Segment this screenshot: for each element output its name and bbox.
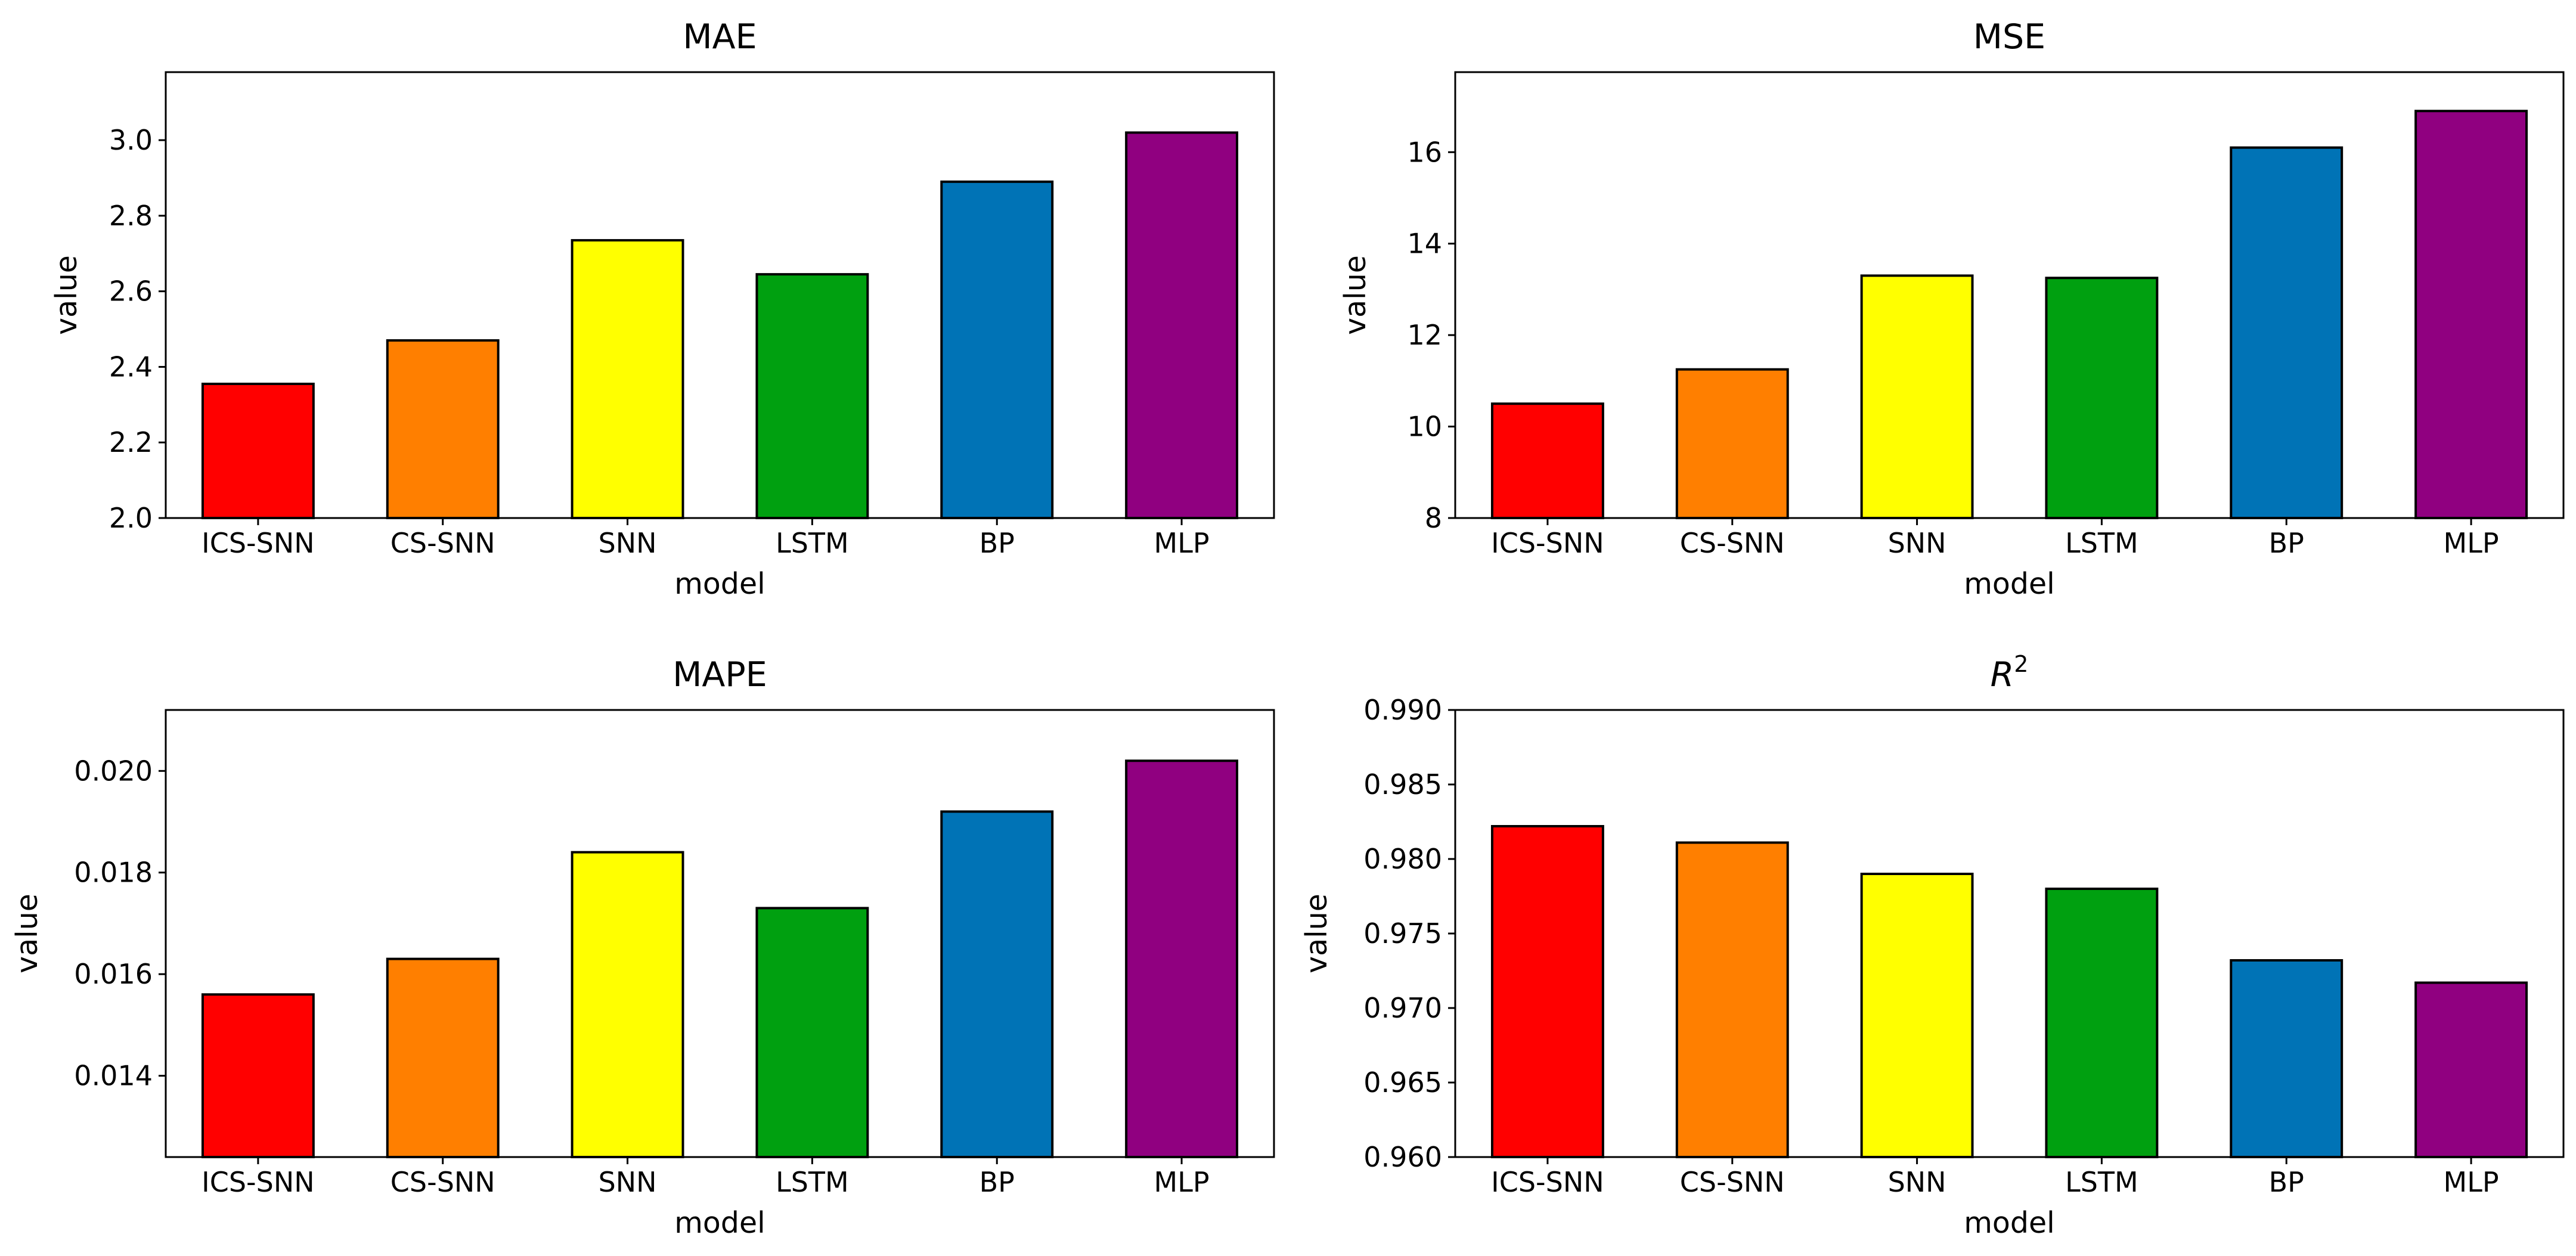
x-tick-label: BP <box>2269 527 2304 559</box>
y-axis-label: value <box>1300 894 1334 973</box>
bar-lstm <box>2045 277 2159 519</box>
bar-lstm <box>755 907 869 1158</box>
bar-snn <box>1860 873 1974 1158</box>
x-axis-label: model <box>1964 1206 2055 1240</box>
bar-mlp <box>1125 759 1239 1158</box>
x-tick-label: ICS-SNN <box>202 527 315 559</box>
y-tick-label: 14 <box>1407 228 1442 260</box>
chart-mape: ICS-SNN CS-SNN SNN LSTM BP MLP 0.014 0.016 0.018… <box>10 655 1275 1240</box>
y-tick-label: 8 <box>1425 502 1442 534</box>
bar-bp <box>2230 146 2343 520</box>
x-tick-label: BP <box>979 1166 1015 1198</box>
x-tick-label: MLP <box>1154 1166 1210 1198</box>
chart-title: MAE <box>683 17 757 57</box>
y-axis-label: value <box>1338 255 1372 335</box>
y-tick-label: 0.965 <box>1363 1066 1442 1099</box>
chart-mse: ICS-SNN CS-SNN SNN LSTM BP MLP 8 10 12 14 16 model v… <box>1338 17 2565 601</box>
bar-ics-snn <box>201 382 315 520</box>
y-tick-label: 0.970 <box>1363 992 1442 1024</box>
chart-title: MSE <box>1973 17 2045 57</box>
x-tick-label: CS-SNN <box>1680 1166 1785 1198</box>
x-tick-label: SNN <box>599 1166 657 1198</box>
bar-lstm <box>755 273 869 519</box>
y-tick-label: 0.990 <box>1363 694 1442 726</box>
chart-title: R2 <box>1991 651 2029 694</box>
bar-mlp <box>1125 131 1239 520</box>
bar-mlp <box>2414 110 2528 519</box>
x-tick-label: CS-SNN <box>1680 527 1785 559</box>
bar-bp <box>940 810 1054 1159</box>
y-tick-label: 0.016 <box>74 958 153 990</box>
bar-bp <box>940 180 1054 519</box>
x-tick-label: MLP <box>1154 527 1210 559</box>
bar-lstm <box>2045 888 2159 1158</box>
bar-mlp <box>2414 981 2528 1158</box>
x-tick-label: BP <box>979 527 1015 559</box>
bar-snn <box>571 851 684 1158</box>
x-tick-label: MLP <box>2444 527 2499 559</box>
y-tick-label: 2.6 <box>109 275 153 308</box>
bar-cs-snn <box>386 339 500 519</box>
y-tick-label: 12 <box>1407 319 1442 351</box>
y-axis-label: value <box>10 894 44 973</box>
bar-bp <box>2230 959 2343 1158</box>
bar-ics-snn <box>1490 825 1604 1158</box>
x-tick-label: ICS-SNN <box>1491 527 1604 559</box>
bar-cs-snn <box>1675 368 1789 520</box>
bar-ics-snn <box>1490 402 1604 520</box>
x-tick-label: CS-SNN <box>390 527 495 559</box>
x-tick-label: LSTM <box>776 1166 849 1198</box>
x-tick-label: LSTM <box>776 527 849 559</box>
y-tick-label: 2.2 <box>109 426 153 458</box>
axes-frame <box>1454 71 2565 519</box>
y-tick-label: 0.014 <box>74 1060 153 1092</box>
y-tick-label: 0.020 <box>74 755 153 787</box>
bar-snn <box>1860 274 1974 519</box>
x-tick-label: LSTM <box>2065 1166 2138 1198</box>
bar-ics-snn <box>201 993 315 1158</box>
x-axis-label: model <box>1964 567 2055 601</box>
y-tick-label: 0.975 <box>1363 917 1442 950</box>
y-tick-label: 0.018 <box>74 857 153 889</box>
bar-snn <box>571 239 684 519</box>
chart-title: MAPE <box>672 655 767 694</box>
x-axis-label: model <box>674 567 765 601</box>
y-tick-label: 0.985 <box>1363 768 1442 801</box>
y-axis-label: value <box>49 255 83 335</box>
x-tick-label: ICS-SNN <box>202 1166 315 1198</box>
y-tick-label: 2.4 <box>109 351 153 383</box>
x-tick-label: LSTM <box>2065 527 2138 559</box>
x-tick-label: ICS-SNN <box>1491 1166 1604 1198</box>
y-tick-label: 3.0 <box>109 124 153 156</box>
y-tick-label: 2.8 <box>109 200 153 232</box>
x-tick-label: BP <box>2269 1166 2304 1198</box>
axes-frame <box>1454 709 2565 1158</box>
y-tick-label: 16 <box>1407 136 1442 168</box>
x-tick-label: SNN <box>1888 1166 1946 1198</box>
x-tick-label: MLP <box>2444 1166 2499 1198</box>
bar-cs-snn <box>1675 841 1789 1158</box>
y-tick-label: 0.980 <box>1363 843 1442 875</box>
axes-frame <box>165 709 1275 1158</box>
x-tick-label: SNN <box>599 527 657 559</box>
chart-r2: ICS-SNN CS-SNN SNN LSTM BP MLP 0.960 0.965 0.970… <box>1300 651 2565 1240</box>
axes-frame <box>165 71 1275 519</box>
bar-cs-snn <box>386 957 500 1158</box>
y-tick-label: 0.960 <box>1363 1141 1442 1173</box>
x-tick-label: CS-SNN <box>390 1166 495 1198</box>
y-tick-label: 2.0 <box>109 502 153 534</box>
x-axis-label: model <box>674 1206 765 1240</box>
y-tick-label: 10 <box>1407 411 1442 443</box>
chart-mae: ICS-SNN CS-SNN SNN LSTM BP MLP 2.0 2.2 2.4 2.6 2.8… <box>49 17 1275 601</box>
x-tick-label: SNN <box>1888 527 1946 559</box>
